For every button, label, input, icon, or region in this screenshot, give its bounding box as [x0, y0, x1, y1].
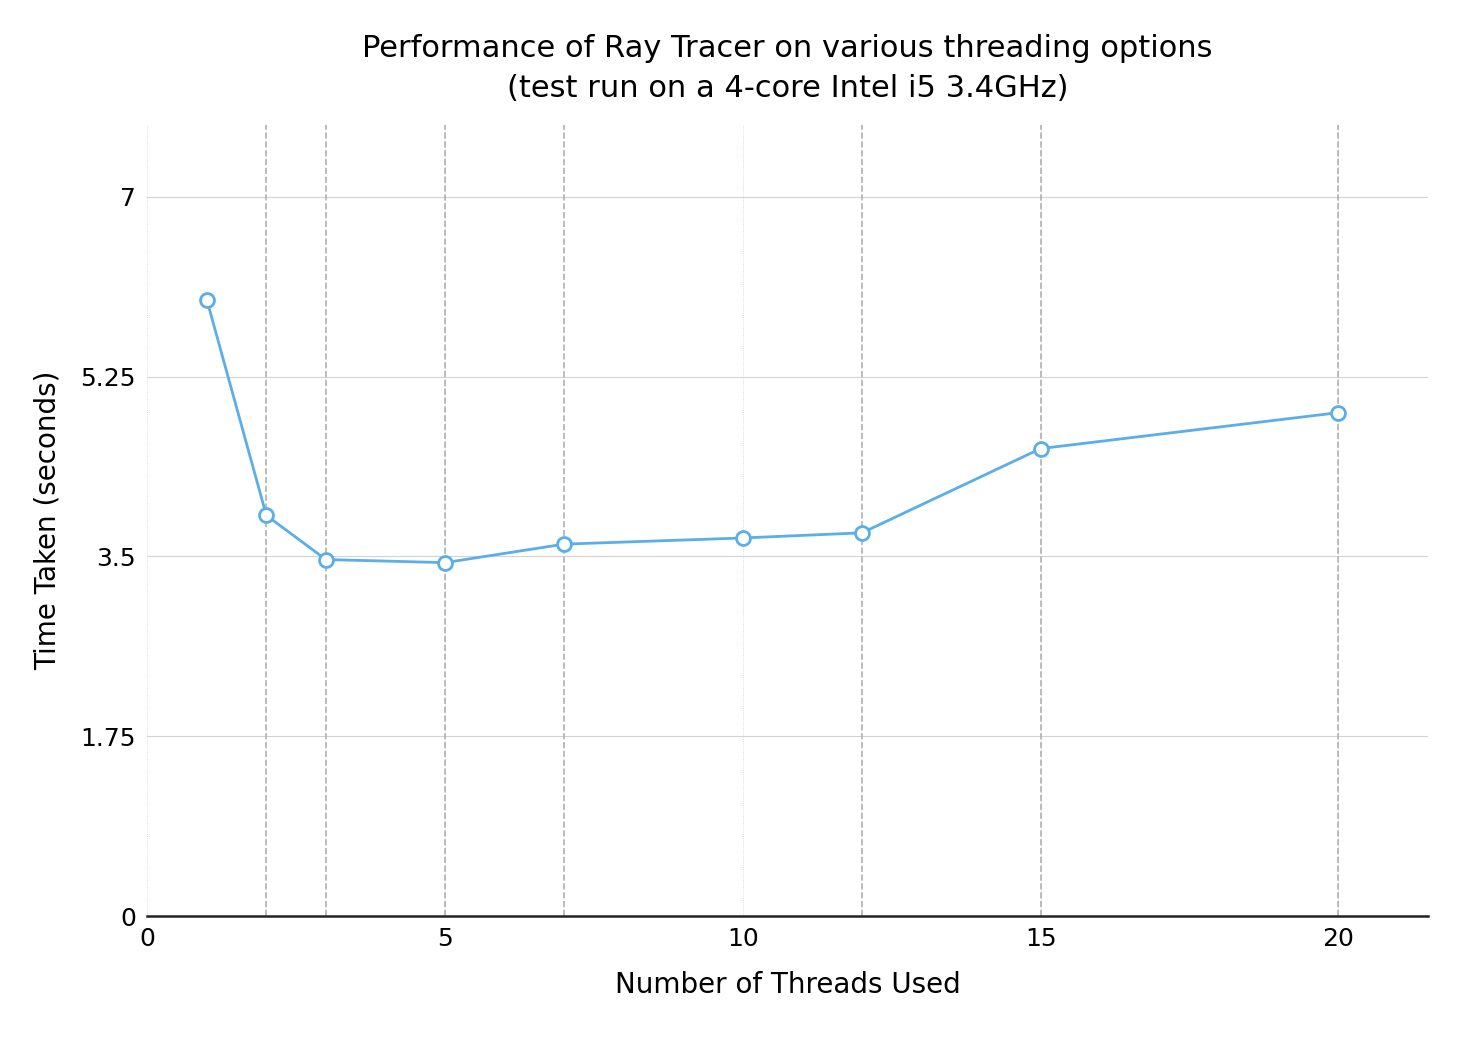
Title: Performance of Ray Tracer on various threading options
(test run on a 4-core Int: Performance of Ray Tracer on various thr…: [362, 33, 1213, 103]
X-axis label: Number of Threads Used: Number of Threads Used: [615, 970, 960, 998]
Y-axis label: Time Taken (seconds): Time Taken (seconds): [34, 371, 62, 670]
